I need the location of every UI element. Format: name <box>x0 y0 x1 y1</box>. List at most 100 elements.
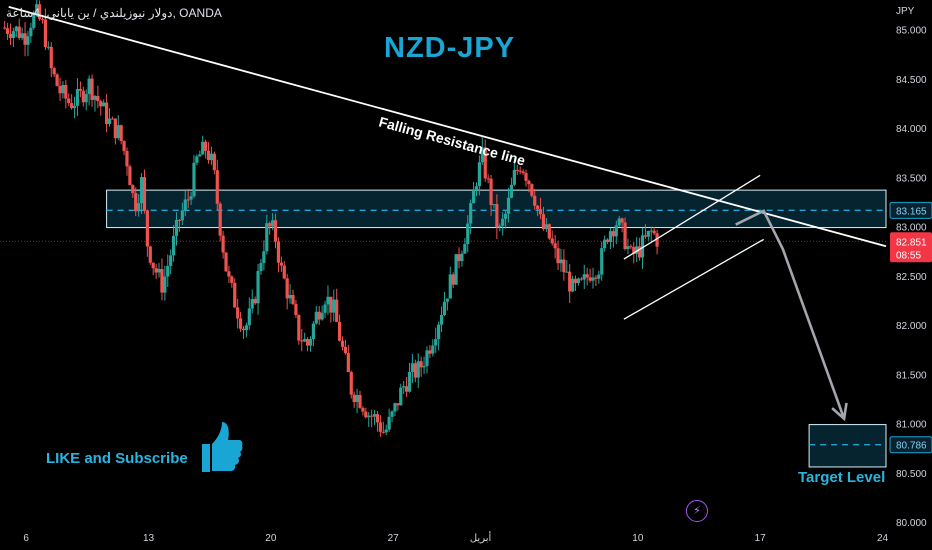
candle-body <box>163 276 167 293</box>
candlestick-series <box>3 0 659 437</box>
candle-body <box>139 177 144 204</box>
candle-body <box>600 248 604 275</box>
thumbs-up-icon <box>202 422 243 472</box>
price-tick-label: 84.000 <box>896 124 927 135</box>
candle-body <box>448 274 452 299</box>
candle-body <box>565 271 569 273</box>
candle-body <box>320 312 324 320</box>
candle-body <box>102 102 106 107</box>
candle-body <box>372 414 377 417</box>
candle-body <box>93 95 97 100</box>
candle-body <box>122 141 126 151</box>
candle-body <box>623 222 627 250</box>
candle-body <box>559 259 563 264</box>
candle-body <box>480 147 484 163</box>
price-tick-label: 82.500 <box>896 272 927 283</box>
candle-body <box>177 219 182 221</box>
candle-body <box>451 274 455 285</box>
time-tick-label: 10 <box>632 533 644 544</box>
candle-body <box>180 210 184 221</box>
target-price-label: 80.786 <box>896 441 927 452</box>
candle-body <box>110 118 115 120</box>
candle-body <box>303 339 307 342</box>
symbol-description[interactable]: دولار نيوزيلندي / ين ياباني, 4ساعة, OAND… <box>6 6 222 20</box>
price-tick-label: 85.000 <box>896 26 927 37</box>
candle-body <box>96 95 100 102</box>
candle-body <box>410 363 415 372</box>
candle-body <box>323 304 327 313</box>
candle-body <box>233 282 237 308</box>
candle-body <box>259 263 263 271</box>
candle-body <box>160 269 164 293</box>
candle-body <box>78 89 82 91</box>
candle-body <box>151 262 155 269</box>
candle-body <box>38 4 42 20</box>
candle-body <box>617 218 621 226</box>
candle-body <box>279 262 283 266</box>
candle-body <box>204 141 208 151</box>
candle-body <box>498 225 502 228</box>
candle-body <box>506 197 511 214</box>
candle-body <box>128 166 132 186</box>
candle-body <box>241 328 246 331</box>
candle-body <box>142 177 147 211</box>
candle-body <box>70 103 74 109</box>
candle-body <box>236 307 240 319</box>
projection-path <box>735 209 846 420</box>
candle-body <box>166 265 170 277</box>
candle-body <box>361 407 365 412</box>
candle-body <box>422 366 426 368</box>
candle-body <box>381 431 385 433</box>
candle-body <box>568 271 572 292</box>
candle-body <box>515 169 519 171</box>
candle-body <box>338 321 342 341</box>
candle-body <box>594 277 598 279</box>
candle-body <box>305 339 310 346</box>
candle-body <box>107 118 112 125</box>
candle-body <box>396 403 400 406</box>
time-axis[interactable]: 6 13 20 27 أبريل 10 17 24 <box>23 531 888 544</box>
candle-body <box>256 270 260 304</box>
candle-body <box>244 325 249 331</box>
candle-body <box>495 204 499 228</box>
time-tick-label: 13 <box>143 533 155 544</box>
candle-body <box>454 254 458 285</box>
price-axis[interactable]: 85.000 84.500 84.000 83.500 83.000 82.500 82.0… <box>896 26 927 530</box>
candle-body <box>434 339 438 346</box>
candle-body <box>227 271 231 277</box>
candle-body <box>247 308 251 326</box>
candle-body <box>404 386 409 392</box>
candle-body <box>29 27 33 37</box>
channel-lower-line <box>623 238 764 320</box>
candle-body <box>413 363 417 378</box>
candle-body <box>582 274 586 280</box>
candle-body <box>265 223 269 252</box>
candle-body <box>300 340 304 342</box>
candle-body <box>52 68 56 75</box>
candle-body <box>402 386 406 388</box>
price-tick-label: 81.000 <box>896 420 927 431</box>
candle-body <box>428 350 432 354</box>
candle-body <box>84 94 88 103</box>
channel-upper-line <box>623 174 761 260</box>
candle-body <box>518 170 522 172</box>
candle-body <box>343 346 348 354</box>
candle-body <box>349 372 353 395</box>
candle-body <box>99 101 103 107</box>
time-tick-label: 17 <box>755 533 767 544</box>
candle-body <box>541 214 546 230</box>
candle-body <box>553 243 557 249</box>
candle-body <box>154 268 158 273</box>
price-labels: 83.165 80.786 82.851 08:55 <box>889 201 932 454</box>
candle-body <box>390 411 394 417</box>
candle-body <box>206 150 211 161</box>
price-tick-label: 80.500 <box>896 469 927 480</box>
candle-body <box>314 311 318 324</box>
candle-body <box>145 210 149 247</box>
lightning-icon[interactable]: ⚡ <box>686 500 708 522</box>
candle-body <box>35 4 39 14</box>
candle-body <box>439 314 444 325</box>
candle-body <box>40 19 45 21</box>
target-level-label: Target Level <box>798 469 886 486</box>
